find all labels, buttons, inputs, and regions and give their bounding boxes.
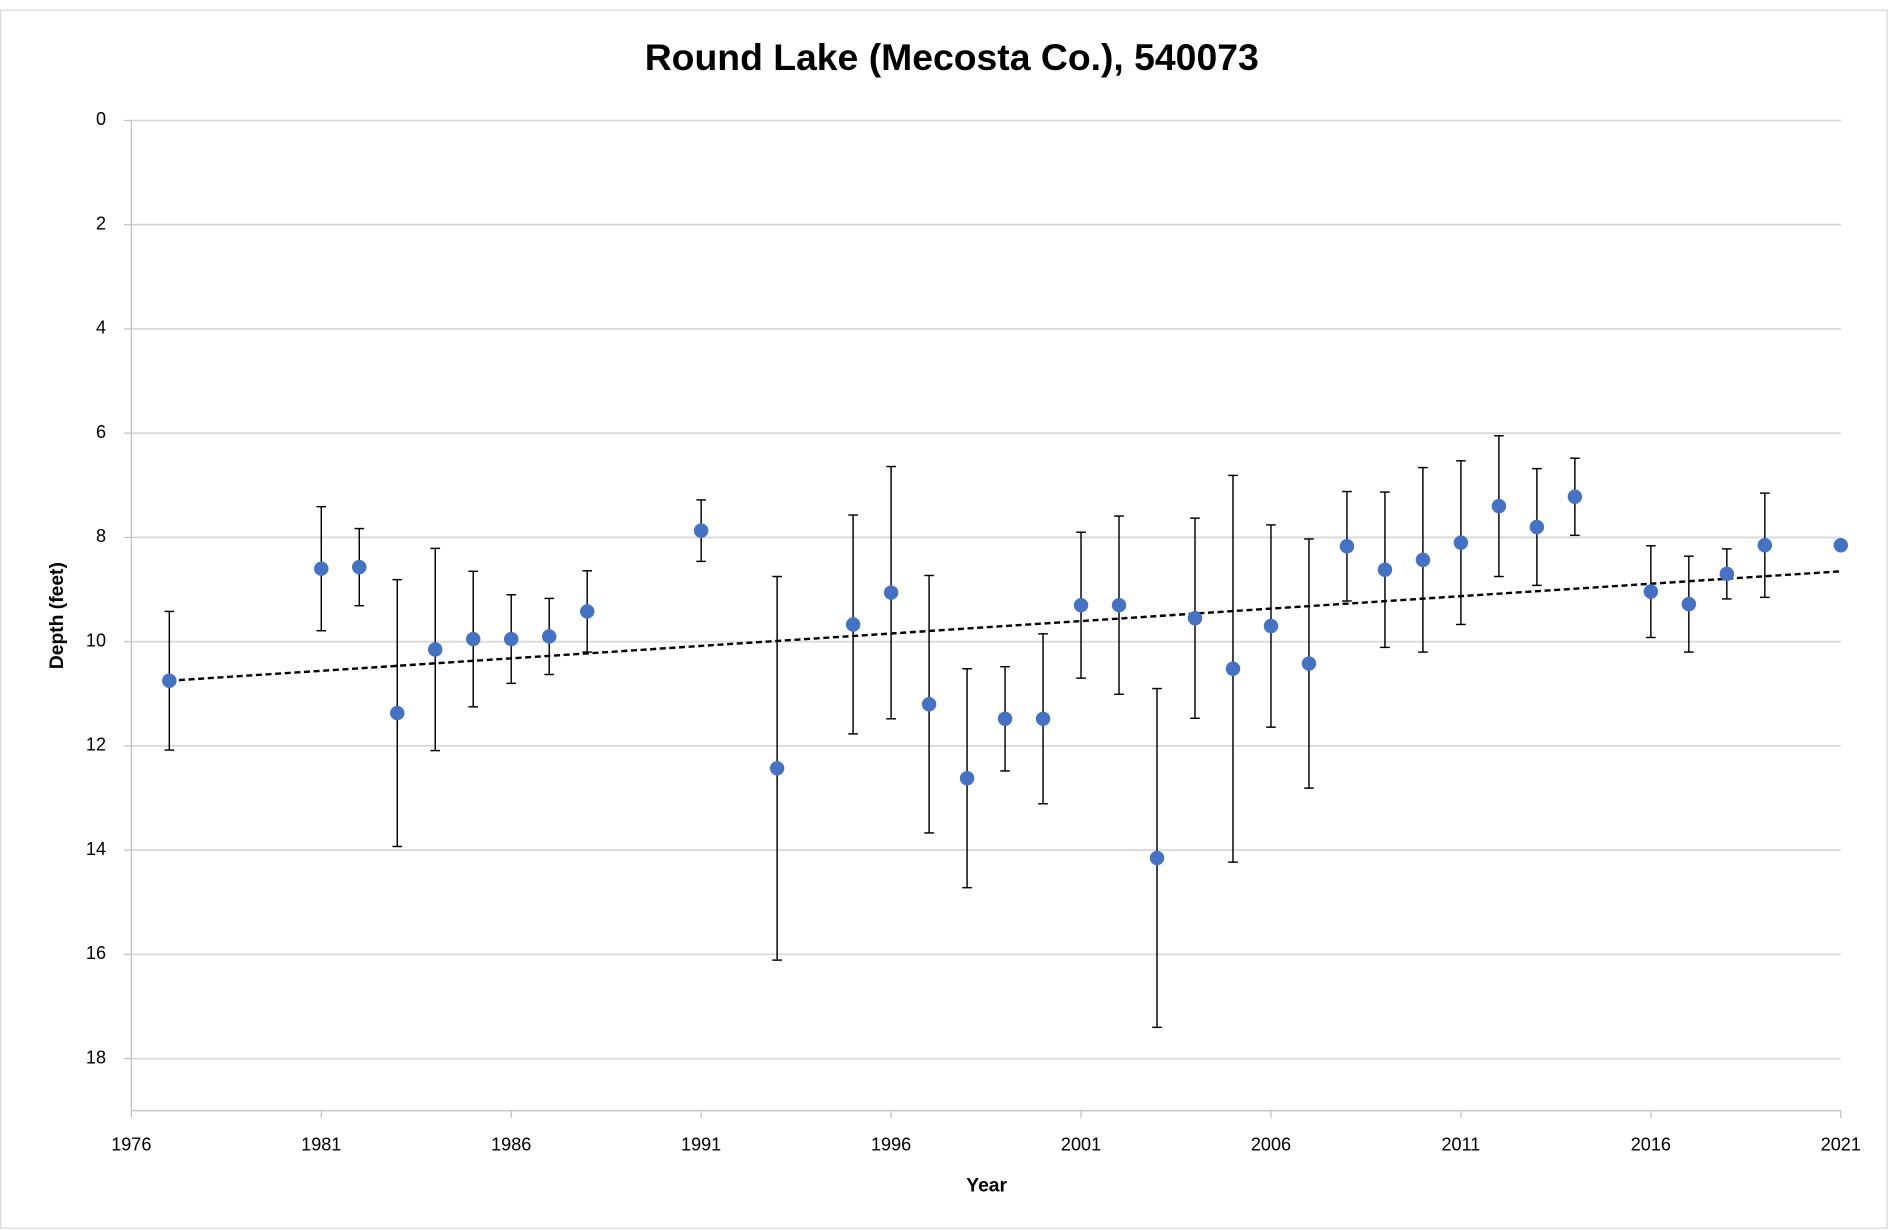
data-point [1415, 552, 1431, 568]
x-tick-label: 1986 [491, 1134, 531, 1154]
data-point [1681, 596, 1697, 612]
y-tick-label: 4 [96, 318, 106, 338]
data-point [997, 711, 1013, 727]
x-tick-label: 1981 [301, 1134, 341, 1154]
data-point [845, 617, 861, 632]
data-point [883, 585, 899, 600]
data-point [959, 770, 975, 786]
data-point [352, 559, 367, 575]
y-tick-label: 16 [86, 943, 106, 963]
data-point [1301, 656, 1317, 671]
y-tick-label: 2 [96, 213, 106, 233]
data-point [1453, 535, 1469, 550]
y-tick-label: 12 [86, 735, 106, 755]
data-point [1757, 538, 1773, 553]
data-point [465, 631, 481, 647]
data-point [1339, 539, 1355, 554]
x-tick-label: 2001 [1061, 1134, 1101, 1154]
y-axis-title: Depth (feet) [47, 562, 68, 669]
x-tick-label: 2011 [1441, 1134, 1480, 1154]
data-point [1035, 711, 1051, 727]
x-tick-label: 2016 [1631, 1134, 1671, 1154]
chart-border [0, 9, 1888, 1229]
x-tick-label: 1976 [111, 1134, 151, 1154]
data-point [921, 696, 937, 712]
data-point [1529, 519, 1545, 535]
data-point [1149, 850, 1165, 866]
data-point [1491, 498, 1507, 514]
data-point [1187, 610, 1203, 626]
y-tick-label: 18 [86, 1047, 106, 1067]
data-point [1225, 661, 1241, 676]
y-tick-label: 0 [96, 109, 106, 129]
x-axis-title: Year [966, 1176, 1007, 1197]
x-tick-label: 2021 [1821, 1134, 1861, 1154]
data-point [1643, 584, 1659, 599]
data-point [162, 673, 177, 688]
y-tick-label: 6 [96, 422, 106, 442]
data-point [1073, 597, 1089, 613]
data-point [769, 761, 785, 776]
data-point [390, 705, 405, 721]
data-point [428, 642, 443, 657]
y-tick-label: 10 [86, 630, 106, 650]
y-tick-label: 14 [86, 839, 106, 859]
x-tick-label: 1991 [681, 1134, 721, 1154]
data-point [1377, 562, 1393, 577]
data-point [1719, 566, 1735, 582]
data-point [693, 523, 709, 538]
data-point [541, 629, 557, 644]
data-point [314, 561, 329, 576]
data-point [1567, 489, 1583, 504]
data-point [1111, 597, 1127, 613]
data-point [1263, 618, 1279, 634]
data-point [1833, 538, 1849, 553]
data-point [579, 604, 595, 619]
x-tick-label: 1996 [871, 1134, 911, 1154]
data-point [503, 631, 519, 647]
chart-title: Round Lake (Mecosta Co.), 540073 [645, 36, 1259, 78]
x-tick-label: 2006 [1251, 1134, 1291, 1154]
y-tick-label: 8 [96, 526, 106, 546]
